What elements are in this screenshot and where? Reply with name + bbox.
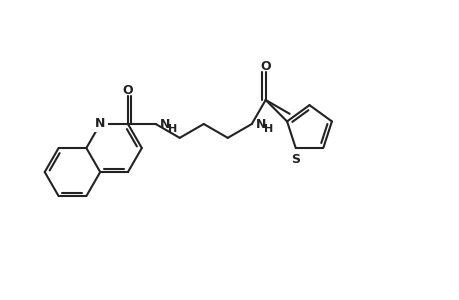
Text: N: N [159, 118, 170, 131]
Text: H: H [263, 124, 272, 134]
Text: H: H [167, 124, 176, 134]
Text: N: N [95, 116, 105, 130]
Text: O: O [123, 84, 133, 97]
Text: N: N [255, 118, 266, 131]
Text: S: S [291, 153, 299, 166]
Text: O: O [260, 60, 270, 73]
